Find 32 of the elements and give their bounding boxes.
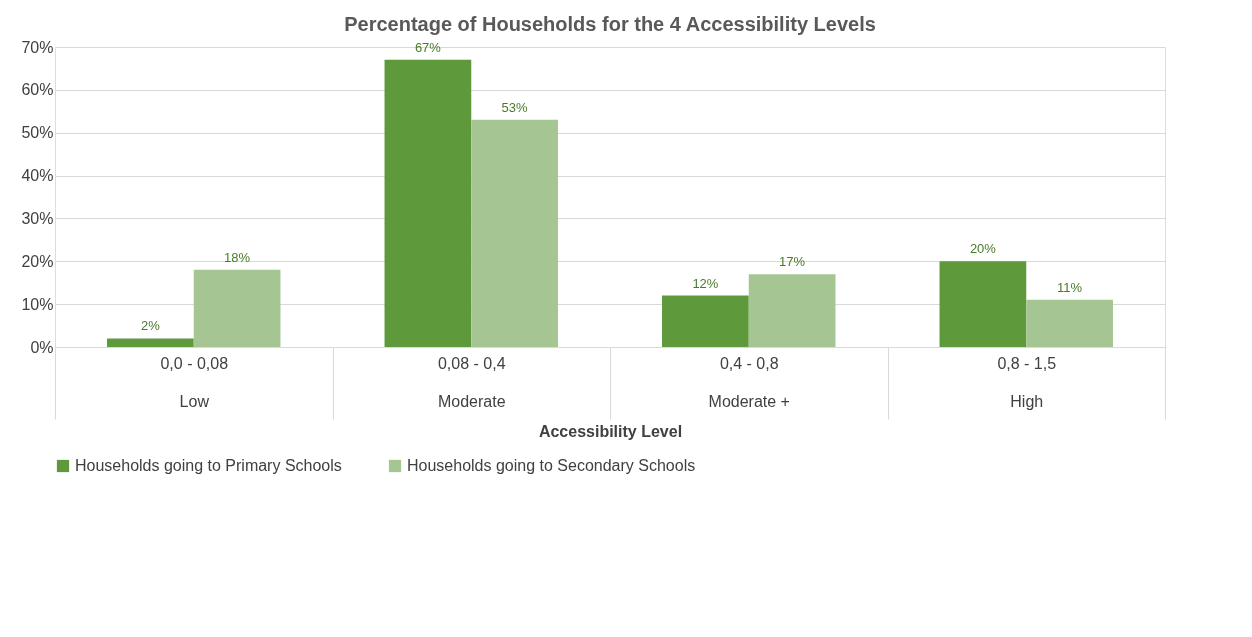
data-label: 53% bbox=[501, 99, 529, 115]
data-label: 20% bbox=[969, 241, 997, 257]
category-label: 0,8 - 1,5 High bbox=[997, 354, 1057, 410]
chart-title: Percentage of Households for the 4 Accessibility Levels bbox=[344, 13, 876, 35]
bar bbox=[107, 338, 194, 347]
data-label: 67% bbox=[414, 39, 442, 55]
y-tick-label: 10% bbox=[21, 295, 54, 313]
y-tick-label: 40% bbox=[21, 167, 54, 185]
y-tick-label: 20% bbox=[21, 252, 54, 270]
x-axis-title: Accessibility Level bbox=[538, 423, 683, 440]
y-tick-label: 70% bbox=[21, 38, 54, 56]
legend-label: Households going to Secondary Schools bbox=[407, 457, 696, 474]
bar bbox=[1026, 299, 1113, 347]
category-label: 0,4 - 0,8 Moderate + bbox=[708, 354, 790, 410]
data-label: 2% bbox=[140, 318, 161, 334]
legend-label: Households going to Primary Schools bbox=[75, 457, 342, 474]
category-label: 0,08 - 0,4 Moderate bbox=[437, 354, 506, 410]
bar bbox=[193, 269, 281, 347]
y-tick-label: 0% bbox=[30, 338, 54, 356]
data-label: 11% bbox=[1057, 279, 1083, 295]
y-tick-label: 30% bbox=[21, 209, 54, 227]
y-tick-label: 60% bbox=[21, 81, 54, 99]
bar bbox=[939, 261, 1027, 347]
data-label: 17% bbox=[779, 254, 806, 270]
category-label: 0,0 - 0,08 Low bbox=[160, 354, 229, 410]
data-label: 12% bbox=[692, 275, 719, 291]
bar bbox=[471, 119, 558, 347]
bar bbox=[662, 295, 749, 347]
data-label: 18% bbox=[224, 249, 251, 265]
bar bbox=[384, 59, 472, 347]
bar bbox=[748, 274, 836, 347]
y-tick-label: 50% bbox=[21, 124, 54, 142]
